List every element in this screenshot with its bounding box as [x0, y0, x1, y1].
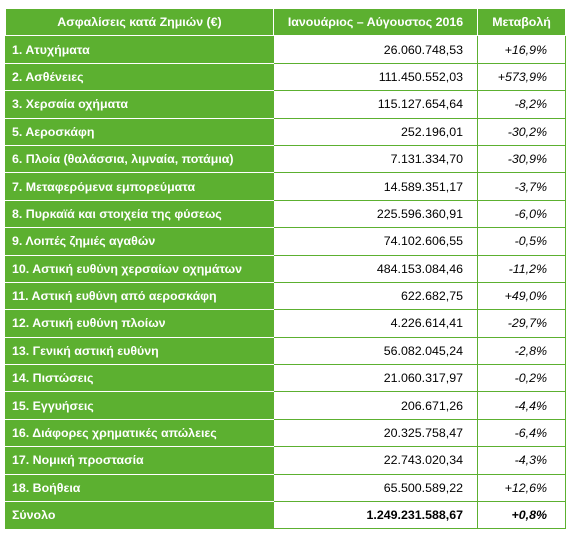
total-label: Σύνολο [5, 501, 274, 530]
row-category: 10. Αστική ευθύνη χερσαίων οχημάτων [5, 254, 274, 283]
row-value: 21.060.317,97 [273, 364, 478, 393]
row-change: -4,4% [477, 391, 566, 420]
row-value: 22.743.020,34 [273, 446, 478, 475]
table-row: 2. Ασθένειες 111.450.552,03 +573,9% [5, 62, 566, 92]
row-change: -0,2% [477, 364, 566, 393]
table-row: 13. Γενική αστική ευθύνη 56.082.045,24 -2,… [5, 336, 566, 366]
total-value: 1.249.231.588,67 [273, 501, 478, 530]
header-period: Ιανουάριος – Αύγουστος 2016 [273, 7, 478, 37]
row-change: -0,5% [477, 227, 566, 256]
table-row: 5. Αεροσκάφη 252.196,01 -30,2% [5, 117, 566, 146]
table-row: 9. Λοιπές ζημιές αγαθών 74.102.606,55 -0,5… [5, 227, 566, 256]
row-category: 2. Ασθένειες [5, 62, 274, 92]
row-value: 484.153.084,46 [273, 254, 478, 283]
table-row: 10. Αστική ευθύνη χερσαίων οχημάτων 484.1… [5, 254, 566, 283]
table-row: 18. Βοήθεια 65.500.589,22 +12,6% [5, 473, 566, 503]
row-change: -30,2% [477, 117, 566, 146]
table-row: 6. Πλοία (θαλάσσια, λιμναία, ποτάμια) 7.1… [5, 144, 566, 174]
row-change: -11,2% [477, 254, 566, 283]
table-row: 14. Πιστώσεις 21.060.317,97 -0,2% [5, 364, 566, 393]
row-category: 18. Βοήθεια [5, 473, 274, 503]
row-change: +49,0% [477, 281, 566, 311]
row-value: 115.127.654,64 [273, 90, 478, 119]
row-change: -6,4% [477, 418, 566, 448]
row-value: 225.596.360,91 [273, 199, 478, 229]
row-change: -6,0% [477, 199, 566, 229]
row-value: 65.500.589,22 [273, 473, 478, 503]
row-change: +12,6% [477, 473, 566, 503]
row-category: 6. Πλοία (θαλάσσια, λιμναία, ποτάμια) [5, 144, 274, 174]
table-row: 8. Πυρκαϊά και στοιχεία της φύσεως 225.59… [5, 199, 566, 229]
table-body: 1. Ατυχήματα 26.060.748,53 +16,9% 2. Ασθένε… [5, 35, 566, 530]
row-category: 5. Αεροσκάφη [5, 117, 274, 146]
row-value: 111.450.552,03 [273, 62, 478, 92]
row-change: +16,9% [477, 35, 566, 64]
row-value: 4.226.614,41 [273, 309, 478, 338]
row-value: 26.060.748,53 [273, 35, 478, 64]
row-change: -2,8% [477, 336, 566, 366]
row-category: 3. Χερσαία οχήματα [5, 90, 274, 119]
row-value: 622.682,75 [273, 281, 478, 311]
header-change: Μεταβολή [477, 7, 566, 37]
table-row: 16. Διάφορες χρηματικές απώλειες 20.325.7… [5, 418, 566, 448]
row-category: 17. Νομική προστασία [5, 446, 274, 475]
row-category: 9. Λοιπές ζημιές αγαθών [5, 227, 274, 256]
header-category: Ασφαλίσεις κατά Ζημιών (€) [5, 7, 274, 37]
table-header-row: Ασφαλίσεις κατά Ζημιών (€) Ιανουάριος – … [5, 7, 566, 37]
table-row: 12. Αστική ευθύνη πλοίων 4.226.614,41 -29,… [5, 309, 566, 338]
total-row: Σύνολο 1.249.231.588,67 +0,8% [5, 501, 566, 530]
table-row: 7. Μεταφερόμενα εμπορεύματα 14.589.351,17… [5, 172, 566, 201]
row-value: 206.671,26 [273, 391, 478, 420]
row-change: -29,7% [477, 309, 566, 338]
row-change: -3,7% [477, 172, 566, 201]
insurance-premiums-table: Ασφαλίσεις κατά Ζημιών (€) Ιανουάριος – … [5, 7, 566, 530]
row-category: 7. Μεταφερόμενα εμπορεύματα [5, 172, 274, 201]
row-value: 7.131.334,70 [273, 144, 478, 174]
row-value: 14.589.351,17 [273, 172, 478, 201]
row-value: 56.082.045,24 [273, 336, 478, 366]
row-change: +573,9% [477, 62, 566, 92]
row-value: 252.196,01 [273, 117, 478, 146]
row-change: -4,3% [477, 446, 566, 475]
table-row: 17. Νομική προστασία 22.743.020,34 -4,3% [5, 446, 566, 475]
row-category: 1. Ατυχήματα [5, 35, 274, 64]
row-category: 12. Αστική ευθύνη πλοίων [5, 309, 274, 338]
table-row: 1. Ατυχήματα 26.060.748,53 +16,9% [5, 35, 566, 64]
row-category: 15. Εγγυήσεις [5, 391, 274, 420]
row-value: 20.325.758,47 [273, 418, 478, 448]
row-category: 8. Πυρκαϊά και στοιχεία της φύσεως [5, 199, 274, 229]
table-row: 3. Χερσαία οχήματα 115.127.654,64 -8,2% [5, 90, 566, 119]
row-category: 16. Διάφορες χρηματικές απώλειες [5, 418, 274, 448]
row-category: 13. Γενική αστική ευθύνη [5, 336, 274, 366]
total-change: +0,8% [477, 501, 566, 530]
row-category: 11. Αστική ευθύνη από αεροσκάφη [5, 281, 274, 311]
row-change: -30,9% [477, 144, 566, 174]
row-change: -8,2% [477, 90, 566, 119]
insurance-table-container: Ασφαλίσεις κατά Ζημιών (€) Ιανουάριος – … [5, 7, 566, 530]
row-category: 14. Πιστώσεις [5, 364, 274, 393]
table-row: 11. Αστική ευθύνη από αεροσκάφη 622.682,7… [5, 281, 566, 311]
table-row: 15. Εγγυήσεις 206.671,26 -4,4% [5, 391, 566, 420]
row-value: 74.102.606,55 [273, 227, 478, 256]
